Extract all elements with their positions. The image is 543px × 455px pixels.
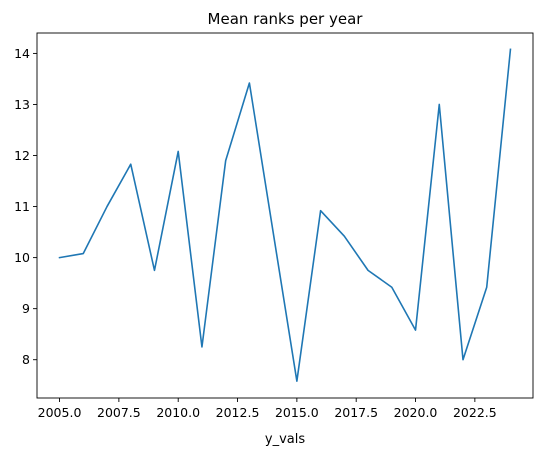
plot-frame [36, 32, 534, 399]
x-tick-label: 2005.0 [38, 405, 82, 420]
y-tick-label: 9 [22, 301, 30, 316]
plot-area: 2005.0 2007.5 2010.0 2012.5 2015.0 2017.5 2020… [14, 32, 534, 420]
x-tick-label: 2017.5 [334, 405, 378, 420]
x-tick-label: 2015.0 [275, 405, 319, 420]
y-tick-label: 12 [14, 148, 30, 163]
y-tick-label: 14 [14, 46, 30, 61]
y-tick-label: 8 [22, 352, 30, 367]
x-tick-label: 2010.0 [156, 405, 200, 420]
x-tick-label: 2012.5 [216, 405, 260, 420]
x-tick-label: 2020.0 [394, 405, 438, 420]
y-tick-label: 13 [14, 97, 30, 112]
x-tick-label: 2007.5 [97, 405, 141, 420]
y-tick-label: 11 [14, 199, 30, 214]
x-axis-label: y_vals [265, 432, 305, 447]
chart-title: Mean ranks per year [208, 10, 364, 28]
y-tick-label: 10 [14, 250, 30, 265]
x-tick-label: 2022.5 [453, 405, 497, 420]
series-line-0 [58, 48, 512, 382]
